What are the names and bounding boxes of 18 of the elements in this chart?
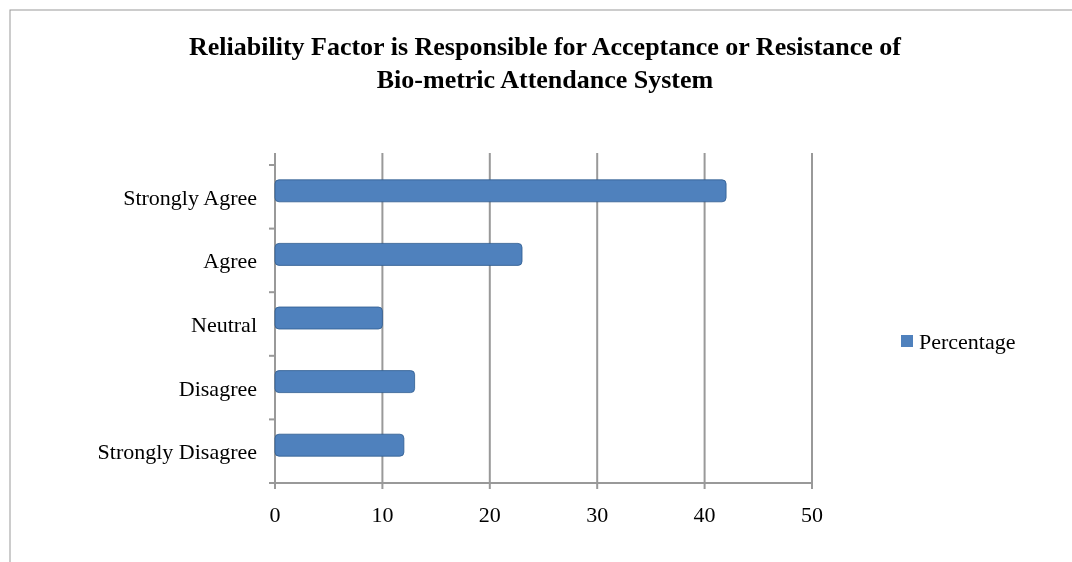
chart-title: Reliability Factor is Responsible for Acceptance or Resistance of Bio-metric Attendance System <box>188 32 902 94</box>
bar <box>274 179 727 203</box>
x-tick-label: 50 <box>801 502 823 527</box>
legend-label: Percentage <box>919 329 1016 354</box>
y-tick-label: Agree <box>203 248 257 274</box>
x-tick-label: 0 <box>269 502 281 527</box>
bar <box>274 433 405 457</box>
x-tick-label: 40 <box>693 502 716 527</box>
bar <box>274 306 383 330</box>
y-tick-label: Strongly Agree <box>123 184 257 210</box>
y-tick-label: Strongly Disagree <box>97 439 257 465</box>
x-tick-label: 10 <box>371 502 394 527</box>
y-tick-label: Disagree <box>178 375 257 401</box>
x-tick-label: 30 <box>586 502 609 527</box>
x-tick-label: 20 <box>478 502 501 527</box>
bar <box>274 243 523 266</box>
bar <box>274 370 416 393</box>
y-tick-label: Neutral <box>191 312 257 337</box>
